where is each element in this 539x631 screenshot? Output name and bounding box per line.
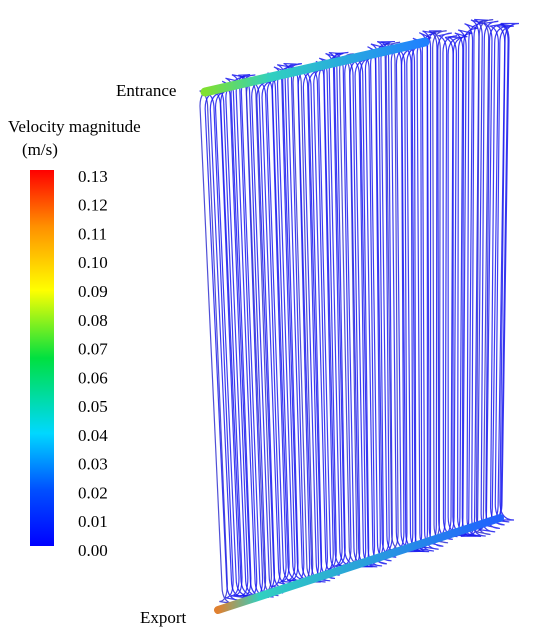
entrance-pipe — [200, 37, 430, 97]
tick-label: 0.02 — [78, 483, 108, 502]
tick-label: 0.10 — [78, 253, 108, 272]
tick-label: 0.06 — [78, 368, 108, 387]
tick-label: 0.13 — [78, 167, 108, 186]
export-pipe — [214, 514, 504, 614]
colorbar-unit: (m/s) — [22, 140, 58, 159]
colorbar — [30, 170, 54, 546]
streamline — [266, 72, 298, 584]
streamline — [469, 18, 489, 537]
tick-label: 0.01 — [78, 512, 108, 531]
streamline — [475, 19, 494, 536]
tick-label: 0.12 — [78, 196, 108, 215]
streamline — [256, 80, 288, 591]
streamlines — [199, 18, 520, 605]
colorbar-title: Velocity magnitude — [8, 117, 141, 136]
streamline — [209, 89, 246, 599]
colorbar-ticks: 0.13 0.12 0.11 0.10 0.09 0.08 0.07 0.06 0.05 0.04… — [78, 167, 108, 560]
streamline — [261, 75, 293, 587]
tick-label: 0.08 — [78, 311, 108, 330]
tick-label: 0.05 — [78, 397, 108, 416]
streamline — [416, 32, 434, 552]
streamline — [466, 19, 483, 537]
streamline — [460, 23, 478, 537]
entrance-label: Entrance — [116, 81, 176, 100]
export-label: Export — [140, 608, 187, 627]
tick-label: 0.00 — [78, 541, 108, 560]
streamline — [204, 90, 241, 602]
tick-label: 0.11 — [78, 224, 107, 243]
tick-label: 0.03 — [78, 455, 108, 474]
streamline — [214, 87, 251, 597]
tick-label: 0.09 — [78, 282, 108, 301]
streamline — [426, 30, 444, 547]
tick-label: 0.04 — [78, 426, 108, 445]
tick-label: 0.07 — [78, 340, 108, 359]
